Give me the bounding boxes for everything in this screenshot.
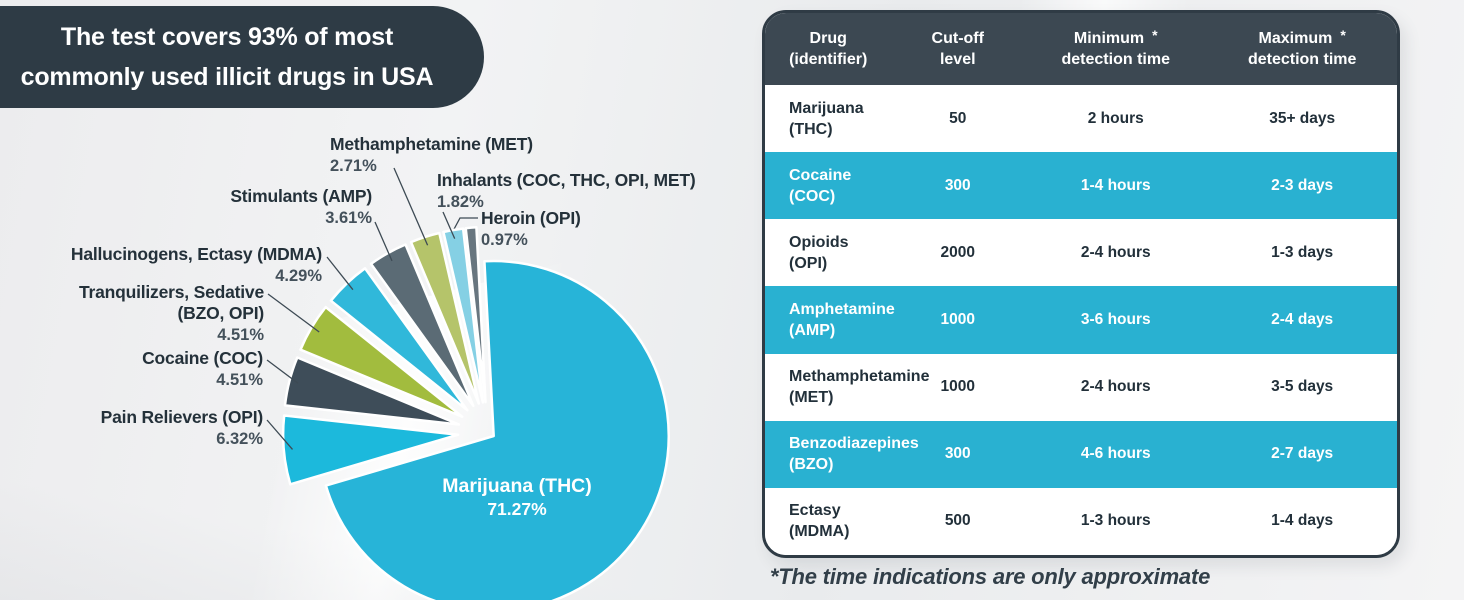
cell-cutoff-level: 300 [944, 176, 971, 194]
pie-slice-methamphetamine-met [409, 231, 481, 405]
pie-slice-cocaine-coc [283, 356, 461, 426]
cell-max-detection: 1-4 days [1271, 512, 1334, 530]
pie-slice-label: Inhalants (COC, THC, OPI, MET) [437, 170, 695, 190]
pie-slice-label: Hallucinogens, Ectasy (MDMA) [71, 244, 322, 264]
cell-cutoff-level: 300 [944, 445, 971, 463]
table-row: Methamphetamine (MET) 1000 2-4 hours 3-5 day… [765, 353, 1397, 421]
pie-slice-label: 4.29% [275, 267, 322, 285]
table-row: Benzodiazepines (BZO) 300 4-6 hours 2-7 days [765, 420, 1397, 488]
table-row: Ectasy (MDMA) 500 1-3 hours 1-4 days [765, 487, 1397, 555]
cell-min-detection: 2 hours [1087, 109, 1144, 127]
cell-drug-name: Amphetamine (AMP) [789, 300, 895, 339]
footnote: *The time indications are only approxima… [769, 564, 1211, 589]
cell-max-detection: 1-3 days [1271, 243, 1334, 261]
cell-min-detection: 1-3 hours [1080, 512, 1151, 530]
cell-drug-name: Ectasy (MDMA) [789, 502, 850, 541]
pie-slice-label: 4.51% [217, 326, 264, 344]
table-row: Cocaine (COC) 300 1-4 hours 2-3 days [765, 152, 1397, 220]
pie-slice-tranquilizers-sedative-bzo-opi [299, 305, 464, 418]
cell-cutoff-level: 1000 [940, 310, 975, 328]
pie-slice-marijuana-thc [324, 259, 670, 600]
cell-min-detection: 1-4 hours [1080, 176, 1151, 194]
column-header-min-detection: Minimum * detection time [1061, 27, 1170, 68]
pie-slice-label: 0.97% [481, 231, 528, 249]
pie-slice-label: Pain Relievers (OPI) [101, 407, 263, 427]
cell-cutoff-level: 1000 [940, 378, 975, 396]
pie-slice-heroin-opi [464, 226, 487, 404]
leader-line [266, 419, 293, 450]
headline-line-2: commonly used illicit drugs in USA [20, 63, 434, 91]
cell-min-detection: 2-4 hours [1080, 378, 1151, 396]
pie-slice-label: 6.32% [216, 430, 263, 448]
headline-banner: The test covers 93% of most commonly use… [0, 6, 484, 108]
pie-slice-label: (BZO, OPI) [178, 303, 264, 323]
cell-max-detection: 2-3 days [1271, 176, 1334, 194]
pie-slice-stimulants-amp [369, 243, 475, 408]
cell-cutoff-level: 50 [949, 109, 967, 127]
pie-slice-label: Tranquilizers, Sedative [79, 282, 265, 302]
leader-line [442, 211, 456, 239]
leader-line [393, 167, 429, 246]
pie-slice-label: 3.61% [325, 209, 372, 227]
leader-line [326, 256, 354, 291]
cell-min-detection: 3-6 hours [1080, 310, 1151, 328]
table-body: Marijuana (THC) 50 2 hours 35+ days Cocaine (C… [765, 85, 1397, 555]
leader-line [374, 221, 393, 262]
pie-slice-label: Marijuana (THC) [442, 475, 592, 497]
column-header-cutoff: Cut-off level [931, 30, 984, 68]
headline-line-1: The test covers 93% of most [60, 23, 394, 51]
cell-drug-name: Benzodiazepines (BZO) [789, 435, 919, 474]
table-row: Amphetamine (AMP) 1000 3-6 hours 2-4 days [765, 286, 1397, 354]
cell-max-detection: 2-4 days [1271, 310, 1334, 328]
cell-drug-name: Cocaine (COC) [789, 166, 852, 205]
cell-drug-name: Opioids (OPI) [789, 233, 849, 272]
table-row: Opioids (OPI) 2000 2-4 hours 1-3 days [765, 219, 1397, 287]
cell-min-detection: 2-4 hours [1080, 243, 1151, 261]
table-header: Drug (identifier) Cut-off level Minimum *… [765, 13, 1397, 85]
pie-slice-hallucinogens-ectasy-mdma [329, 267, 469, 412]
pie-chart: Heroin (OPI) 0.97% Inhalants (COC, THC, OP… [71, 134, 696, 600]
column-header-max-detection: Maximum * detection time [1247, 27, 1357, 68]
pie-slice-label: Cocaine (COC) [142, 348, 263, 368]
pie-slice-label: 2.71% [330, 157, 377, 175]
pie-slice-inhalants-coc-thc-opi-met [442, 227, 485, 404]
pie-slice-label: 71.27% [487, 499, 547, 519]
pie-slice-label: Heroin (OPI) [481, 208, 581, 228]
pie-slice-label: 4.51% [216, 371, 263, 389]
detection-table: Drug (identifier) Cut-off level Minimum *… [762, 10, 1400, 558]
column-header-drug: Drug (identifier) [789, 30, 868, 68]
cell-drug-name: Methamphetamine (MET) [789, 368, 930, 407]
cell-drug-name: Marijuana (THC) [789, 99, 864, 138]
cell-cutoff-level: 2000 [940, 243, 975, 261]
leader-line [266, 359, 299, 384]
pie-slice-label: 1.82% [437, 193, 484, 211]
pie-slice-pain-relievers-opi [281, 414, 460, 486]
pie-slice-label: Methamphetamine (MET) [330, 134, 533, 154]
pie-slice-label: Stimulants (AMP) [230, 186, 372, 206]
cell-max-detection: 3-5 days [1271, 378, 1334, 396]
table-row: Marijuana (THC) 50 2 hours 35+ days [765, 85, 1397, 153]
leader-line [452, 217, 478, 232]
cell-cutoff-level: 500 [944, 512, 971, 530]
cell-max-detection: 2-7 days [1271, 445, 1334, 463]
cell-min-detection: 4-6 hours [1080, 445, 1151, 463]
leader-line [267, 293, 320, 333]
cell-max-detection: 35+ days [1269, 109, 1336, 127]
